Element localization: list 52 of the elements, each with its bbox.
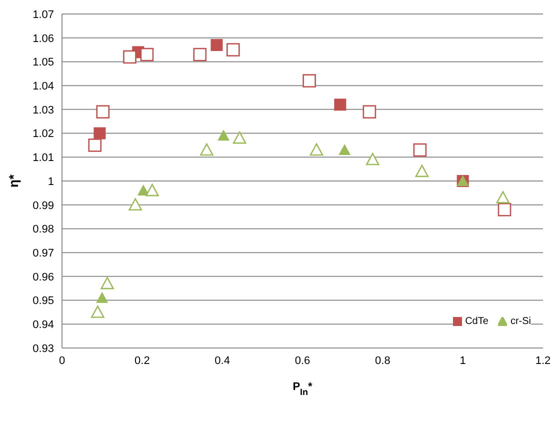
point bbox=[128, 198, 142, 211]
y-tick-label: 1.06 bbox=[32, 32, 54, 45]
point bbox=[232, 131, 246, 144]
y-tick-label: 1.05 bbox=[32, 56, 54, 69]
point bbox=[96, 292, 108, 303]
y-axis-title: η* bbox=[6, 174, 21, 188]
y-tick-label: 0.97 bbox=[32, 247, 54, 260]
y-tick-label: 0.94 bbox=[32, 319, 54, 332]
point bbox=[91, 306, 104, 318]
point bbox=[200, 143, 214, 156]
point bbox=[334, 98, 346, 111]
x-tick-label: 1 bbox=[460, 354, 466, 367]
point bbox=[100, 276, 114, 290]
x-tick-label: 1.2 bbox=[535, 354, 551, 367]
legend-label: CdTe bbox=[464, 316, 488, 327]
x-axis-title: P$_{In}$* bbox=[292, 381, 314, 397]
point bbox=[415, 164, 429, 178]
point bbox=[226, 43, 240, 56]
point bbox=[218, 130, 230, 141]
point bbox=[193, 48, 207, 62]
y-tick-label: 1 bbox=[48, 176, 54, 188]
point bbox=[123, 50, 136, 64]
point bbox=[140, 48, 154, 62]
x-tick-label: 0.2 bbox=[134, 354, 150, 367]
x-tick-label: 0 bbox=[58, 354, 66, 367]
y-tick-label: 1.02 bbox=[32, 128, 54, 140]
point bbox=[210, 39, 223, 52]
x-tick-label: 0.6 bbox=[294, 354, 310, 367]
point bbox=[362, 105, 376, 118]
y-tick-label: 0.98 bbox=[32, 224, 54, 236]
point bbox=[88, 138, 102, 152]
y-tick-label: 0.96 bbox=[32, 271, 54, 284]
y-tick-label: 0.93 bbox=[32, 342, 54, 355]
point bbox=[96, 105, 110, 118]
point bbox=[146, 184, 159, 196]
y-tick-label: 1.07 bbox=[32, 8, 54, 21]
y-tick-label: 1.03 bbox=[32, 104, 54, 116]
point bbox=[366, 152, 380, 166]
point bbox=[94, 127, 106, 140]
point bbox=[310, 143, 324, 156]
y-tick-label: 0.99 bbox=[32, 200, 54, 212]
point bbox=[413, 143, 427, 157]
legend-label: cr-Si bbox=[509, 316, 531, 327]
y-tick-label: 1.04 bbox=[32, 80, 54, 92]
y-tick-label: 0.95 bbox=[32, 295, 54, 308]
point bbox=[338, 144, 351, 155]
y-tick-label: 1.01 bbox=[32, 152, 54, 164]
x-tick-label: 0.8 bbox=[375, 354, 390, 367]
point bbox=[496, 191, 510, 204]
x-tick-label: 0.4 bbox=[214, 354, 230, 367]
point bbox=[498, 202, 512, 216]
point bbox=[302, 74, 316, 88]
